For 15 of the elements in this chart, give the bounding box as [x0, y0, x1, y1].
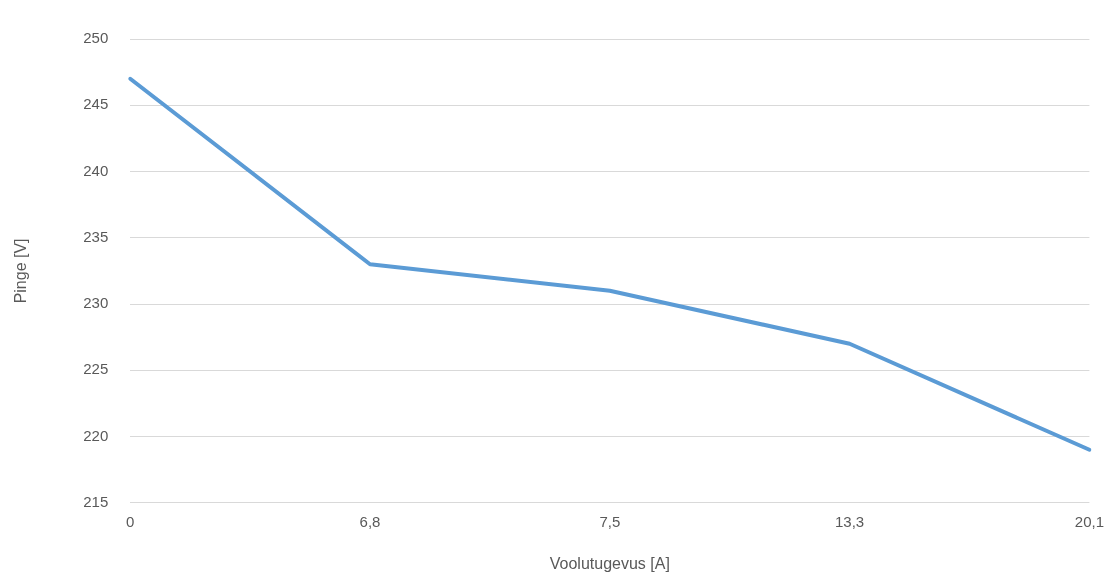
y-tick-label: 220	[83, 426, 109, 444]
x-tick-label: 20,1	[1074, 512, 1104, 530]
x-axis-title: Voolutugevus [A]	[549, 554, 670, 572]
y-tick-label: 245	[83, 95, 109, 113]
y-tick-label: 235	[83, 227, 109, 245]
y-axis-title: Pinge [V]	[12, 238, 30, 304]
x-tick-label: 6,8	[359, 512, 381, 530]
y-tick-label: 215	[83, 492, 109, 510]
x-tick-label: 0	[126, 512, 135, 530]
y-tick-label: 240	[83, 161, 109, 179]
y-tick-label: 225	[83, 360, 109, 378]
x-tick-label: 13,3	[835, 512, 865, 530]
x-tick-label: 7,5	[599, 512, 621, 530]
y-tick-label: 230	[83, 294, 109, 312]
y-tick-label: 250	[83, 29, 109, 47]
